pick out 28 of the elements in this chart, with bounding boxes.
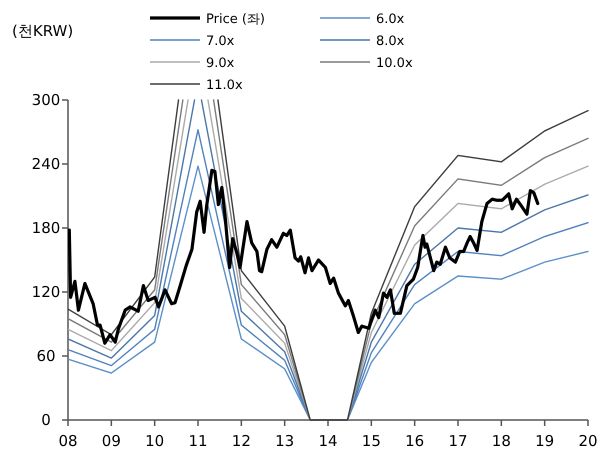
y-tick-label: 0 [41,411,51,429]
y-tick-label: 60 [36,347,56,365]
line-series [68,168,540,345]
y-tick-label: 120 [32,283,60,301]
x-tick-label: 14 [318,432,338,450]
y-tick-label: 300 [32,91,60,109]
legend-label: 11.0x [206,78,243,93]
y-tick-label: 240 [32,155,60,173]
y-axis-title: (천KRW) [12,22,74,40]
legend-label: 9.0x [206,56,235,71]
x-tick-label: 08 [58,432,78,450]
x-tick-label: 13 [275,432,294,450]
x-tick-label: 17 [448,432,468,450]
legend-label: 10.0x [376,56,413,71]
x-tick-label: 19 [535,432,554,450]
x-tick-label: 18 [492,432,511,450]
x-tick-label: 11 [188,432,208,450]
x-tick-label: 12 [232,432,251,450]
x-tick-label: 10 [145,432,164,450]
legend-label: 8.0x [376,34,405,49]
legend-label: 6.0x [376,12,405,27]
x-tick-label: 16 [405,432,424,450]
y-tick-label: 180 [32,219,60,237]
x-tick-label: 09 [102,432,121,450]
x-tick-label: 15 [362,432,381,450]
legend-label: 7.0x [206,34,235,49]
legend-label: Price (좌) [206,12,265,27]
x-tick-label: 20 [578,432,598,450]
